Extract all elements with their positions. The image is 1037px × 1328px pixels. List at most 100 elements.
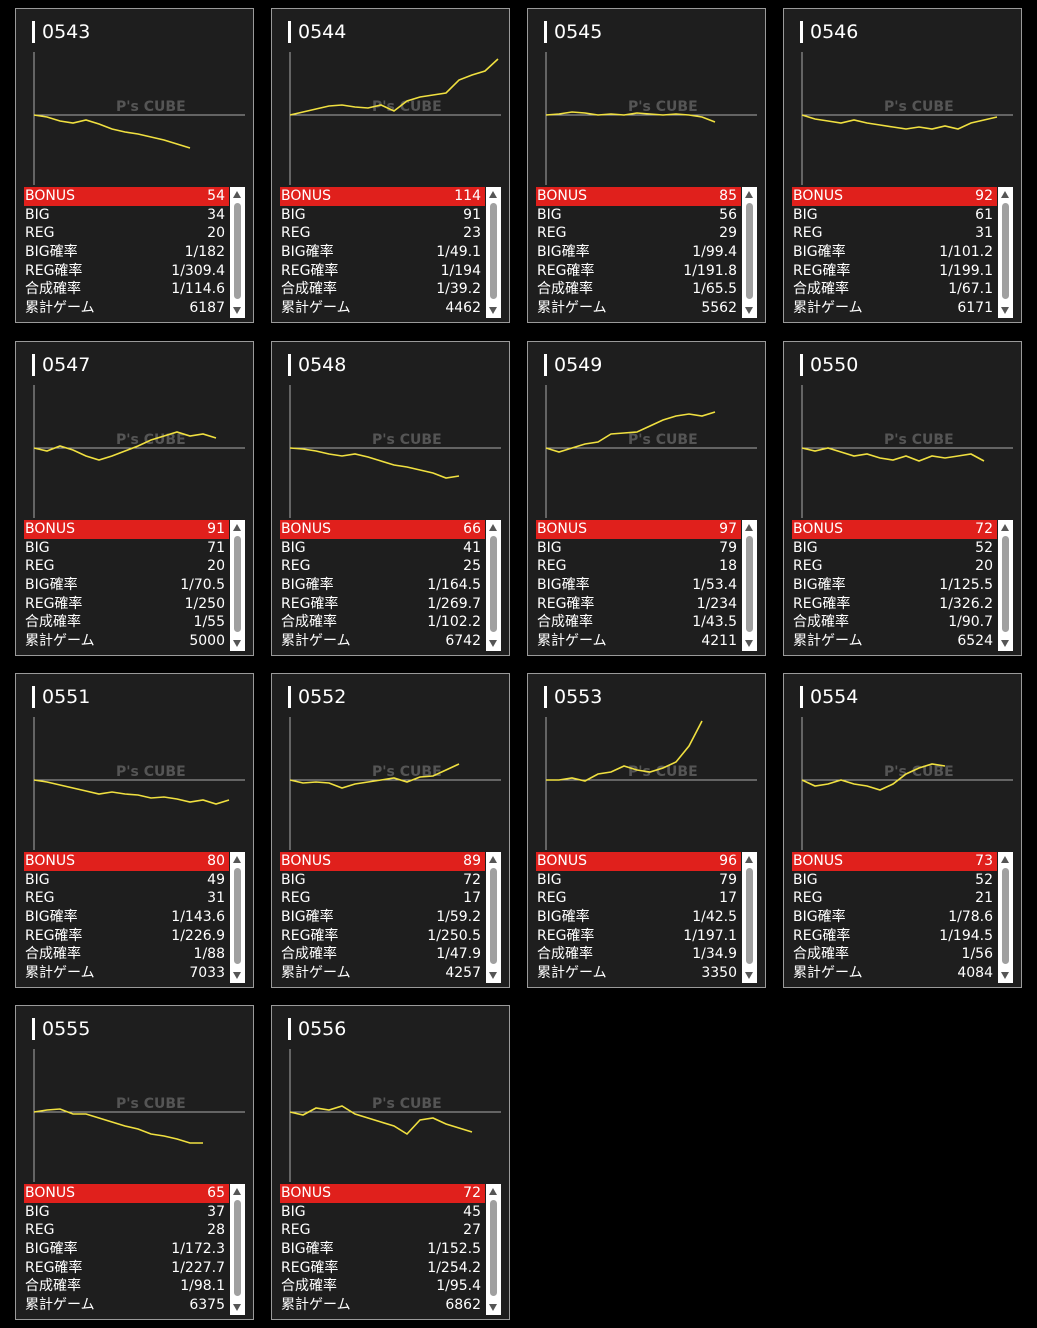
scroll-down[interactable]	[489, 1304, 497, 1311]
stat-label: BIG	[25, 539, 50, 556]
stat-label: BONUS	[537, 853, 587, 869]
scroll-down[interactable]	[745, 972, 753, 979]
stat-value: 92	[975, 188, 993, 204]
graph-line	[33, 1108, 203, 1144]
stats-row: BONUS 72	[792, 520, 997, 539]
title-bar	[288, 1018, 291, 1040]
scroll-down[interactable]	[745, 307, 753, 314]
scroll-up[interactable]	[489, 1188, 497, 1195]
machine-card: 0545 P's CUBE BONUS 85 BIG 56 REG 29 BIG確率 1/99.4…	[527, 8, 766, 323]
machine-card: 0543 P's CUBE BONUS 54 BIG 34 REG 20 BIG確率 1/182 R…	[15, 8, 254, 323]
watermark: P's CUBE	[372, 99, 442, 115]
stat-value: 1/95.4	[436, 1278, 481, 1295]
scroll-up[interactable]	[233, 856, 241, 863]
stats-row: REG確率 1/254.2	[280, 1259, 485, 1278]
scroll-up[interactable]	[1001, 524, 1009, 531]
machine-number: 0546	[810, 21, 859, 43]
graph: P's CUBE	[545, 52, 757, 185]
stats-row: 合成確率 1/98.1	[24, 1277, 229, 1296]
watermark: P's CUBE	[372, 1096, 442, 1112]
stats-row: 累計ゲーム 4462	[280, 299, 485, 318]
stat-value: 20	[975, 558, 993, 575]
machine-number: 0543	[42, 21, 91, 43]
title-bar	[32, 1018, 35, 1040]
machine-number: 0555	[42, 1018, 91, 1040]
stats-row: REG確率 1/191.8	[536, 262, 741, 281]
stat-label: REG	[793, 225, 823, 242]
stat-label: BIG確率	[281, 244, 334, 261]
scroll-down[interactable]	[1001, 640, 1009, 647]
scroll-down[interactable]	[1001, 307, 1009, 314]
title-bar	[288, 686, 291, 708]
graph-line	[33, 779, 230, 805]
machine-number: 0552	[298, 686, 347, 708]
stats-row: BIG 52	[792, 871, 997, 890]
graph: P's CUBE	[33, 717, 245, 850]
stat-label: REG	[25, 558, 55, 575]
machine-card: 0548 P's CUBE BONUS 66 BIG 41 REG 25 BIG確率 1/164.…	[271, 341, 510, 656]
scroll-up[interactable]	[489, 856, 497, 863]
stats-row: 合成確率 1/90.7	[792, 613, 997, 632]
stat-label: BIG	[281, 871, 306, 888]
scroll-down[interactable]	[489, 972, 497, 979]
scroll-up[interactable]	[745, 856, 753, 863]
scrollbar	[230, 187, 245, 318]
stats-row: REG確率 1/194	[280, 262, 485, 281]
scroll-up[interactable]	[745, 191, 753, 198]
stat-label: BIG	[793, 539, 818, 556]
stat-value: 31	[975, 225, 993, 242]
stat-label: 累計ゲーム	[25, 965, 95, 982]
scroll-up[interactable]	[1001, 191, 1009, 198]
scroll-down[interactable]	[233, 972, 241, 979]
watermark: P's CUBE	[116, 1096, 186, 1112]
stats-table: BONUS 97 BIG 79 REG 18 BIG確率 1/53.4 REG確率 1/234 合成…	[536, 520, 741, 651]
scroll-up[interactable]	[233, 524, 241, 531]
stats-row: REG 28	[24, 1221, 229, 1240]
scroll-down[interactable]	[489, 640, 497, 647]
stat-value: 20	[207, 558, 225, 575]
stats-row: 合成確率 1/65.5	[536, 280, 741, 299]
graph: P's CUBE	[33, 385, 245, 518]
scroll-thumb	[746, 203, 753, 299]
stat-label: 累計ゲーム	[793, 300, 863, 317]
scroll-down[interactable]	[489, 307, 497, 314]
scroll-up[interactable]	[233, 191, 241, 198]
title-bar	[288, 354, 291, 376]
stats-row: BIG 41	[280, 539, 485, 558]
scroll-up[interactable]	[1001, 856, 1009, 863]
stats-row: 合成確率 1/102.2	[280, 613, 485, 632]
scroll-up[interactable]	[489, 524, 497, 531]
stats-row: BONUS 73	[792, 852, 997, 871]
stats-row: 合成確率 1/55	[24, 613, 229, 632]
stat-label: 合成確率	[281, 946, 337, 963]
stats-row: REG 20	[24, 557, 229, 576]
stat-label: REG	[25, 1222, 55, 1239]
stat-value: 1/88	[193, 946, 225, 963]
graph: P's CUBE	[289, 52, 501, 185]
stat-label: REG確率	[793, 927, 851, 944]
stats-row: REG 31	[792, 224, 997, 243]
graph: P's CUBE	[801, 717, 1013, 850]
stat-label: REG確率	[537, 927, 595, 944]
stat-value: 79	[719, 539, 737, 556]
stat-label: BONUS	[281, 853, 331, 869]
stat-value: 28	[207, 1222, 225, 1239]
scroll-up[interactable]	[233, 1188, 241, 1195]
scrollbar	[742, 520, 757, 651]
scroll-up[interactable]	[489, 191, 497, 198]
scroll-up[interactable]	[745, 524, 753, 531]
scroll-down[interactable]	[233, 1304, 241, 1311]
scroll-down[interactable]	[233, 640, 241, 647]
watermark: P's CUBE	[116, 764, 186, 780]
stats-table: BONUS 66 BIG 41 REG 25 BIG確率 1/164.5 REG確率 1/269.…	[280, 520, 485, 651]
stat-label: REG確率	[281, 262, 339, 279]
stat-label: REG確率	[793, 262, 851, 279]
stats-row: BIG 71	[24, 539, 229, 558]
stat-value: 4084	[957, 965, 993, 982]
stat-value: 1/98.1	[180, 1278, 225, 1295]
scroll-down[interactable]	[1001, 972, 1009, 979]
scroll-down[interactable]	[233, 307, 241, 314]
stat-value: 1/250	[184, 595, 225, 612]
graph-line	[801, 763, 946, 791]
scroll-down[interactable]	[745, 640, 753, 647]
